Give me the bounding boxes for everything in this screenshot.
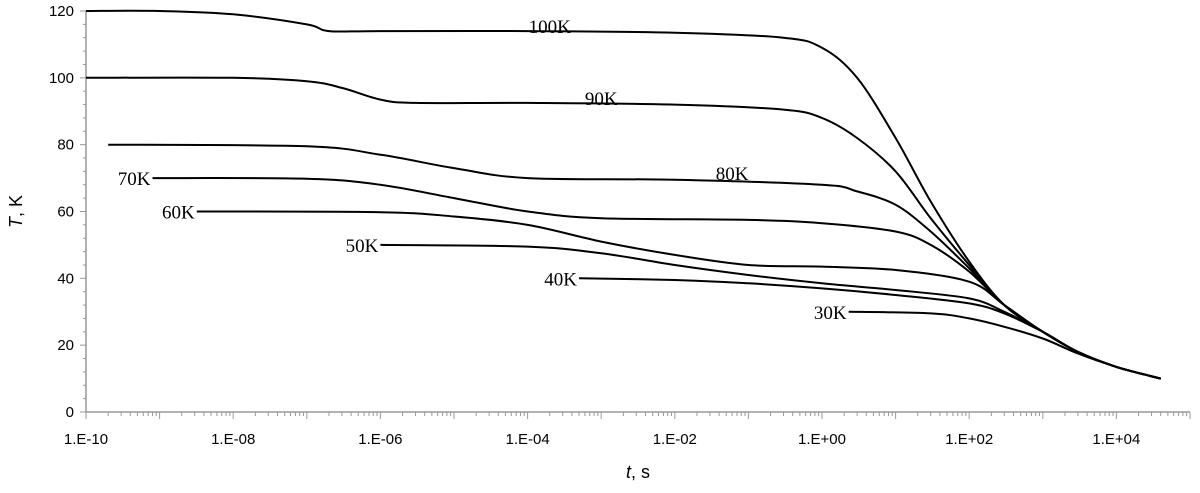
curve-label-50K: 50K <box>346 236 379 257</box>
y-tick-label: 40 <box>57 270 74 287</box>
y-tick-label: 60 <box>57 204 74 221</box>
y-tick-label: 120 <box>49 3 74 20</box>
curve-label-100K: 100K <box>529 17 572 38</box>
x-tick-label: 1.E+04 <box>1092 431 1140 448</box>
x-tick-label: 1.E-08 <box>211 431 255 448</box>
y-axis-unit: , K <box>6 195 26 217</box>
x-tick-label: 1.E+02 <box>945 431 993 448</box>
y-tick-label: 20 <box>57 337 74 354</box>
x-tick-label: 1.E-02 <box>653 431 697 448</box>
curve-label-30K: 30K <box>814 303 847 324</box>
x-axis-title: t, s <box>626 462 650 482</box>
y-tick-label: 80 <box>57 137 74 154</box>
series-line-100K <box>85 9 1161 380</box>
x-tick-label: 1.E-06 <box>358 431 402 448</box>
y-tick-label: 100 <box>49 70 74 87</box>
curve-label-70K: 70K <box>118 169 151 190</box>
x-tick-label: 1.E-10 <box>64 431 108 448</box>
curve-label-40K: 40K <box>544 269 577 290</box>
series-line-70K <box>152 177 1161 380</box>
x-tick-label: 1.E-04 <box>505 431 549 448</box>
series-line-30K <box>848 310 1161 380</box>
series-line-80K <box>108 143 1161 380</box>
series-line-90K <box>85 76 1161 380</box>
axes: 0 20 40 60 80 100 120 1.E-10 1.E-08 1.E-06 1.E-04 1… <box>49 3 1191 448</box>
x-tick-label: 1.E+00 <box>798 431 846 448</box>
curve-labels: 100K 90K 80K 70K 60K 50K 40K 30K <box>118 17 847 324</box>
series-layer <box>85 9 1161 380</box>
series-line-60K <box>196 210 1161 380</box>
curve-label-80K: 80K <box>716 164 749 185</box>
y-tick-label: 0 <box>66 404 74 421</box>
curve-label-60K: 60K <box>162 203 195 224</box>
series-line-40K <box>578 277 1161 380</box>
y-axis-title: T, K <box>6 195 26 228</box>
x-axis-unit: , s <box>631 462 650 482</box>
curve-label-90K: 90K <box>585 89 618 110</box>
series-line-50K <box>380 243 1161 380</box>
y-axis-variable: T <box>6 215 26 228</box>
x-axis-variable: t <box>626 462 632 482</box>
